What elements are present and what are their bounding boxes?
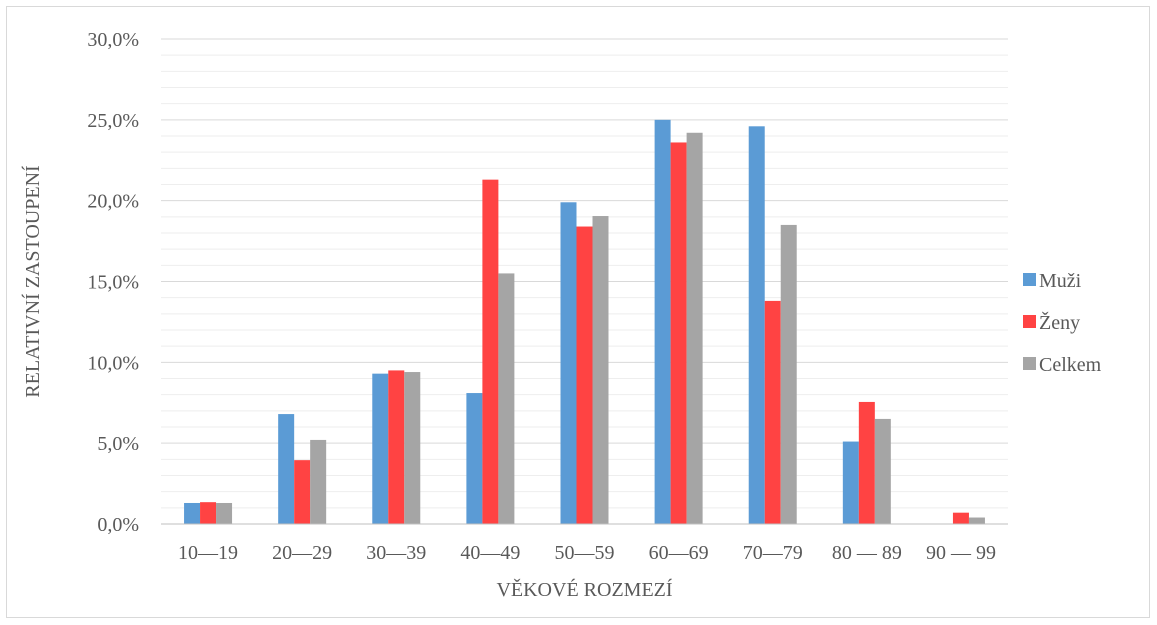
x-tick-label: 80 — 89 [832,542,902,564]
legend-label: Muži [1039,270,1082,292]
bar-Muži-70—79 [748,126,765,525]
x-tick-label: 50—59 [555,542,615,564]
bar-Celkem-70—79 [780,224,797,524]
bar-Ženy-20—29 [294,460,311,524]
bar-Celkem-50—59 [592,216,609,524]
bars [184,119,985,525]
legend-label: Celkem [1039,354,1102,376]
legend-swatch [1023,273,1036,286]
legend: Muži Ženy Celkem [1023,270,1102,376]
x-tick-label: 90 — 99 [926,542,996,564]
bar-Muži-60—69 [654,119,671,524]
x-tick-label: 70—79 [743,542,803,564]
x-tick-label: 30—39 [366,542,426,564]
legend-swatch [1023,357,1036,370]
legend-label: Ženy [1039,311,1080,334]
y-tick-label: 25,0% [87,110,139,132]
legend-swatch [1023,315,1036,328]
bar-Ženy-50—59 [576,226,593,525]
bar-Ženy-10—19 [200,502,217,524]
bar-Ženy-70—79 [764,300,781,524]
bar-Ženy-60—69 [670,142,687,524]
bar-Muži-50—59 [560,202,577,525]
bar-Celkem-90 — 99 [968,517,985,524]
x-tick-label: 40—49 [460,542,520,564]
bar-Celkem-30—39 [404,372,421,524]
bar-Ženy-40—49 [482,179,499,524]
y-tick-label: 30,0% [87,29,139,51]
y-axis-title: RELATIVNÍ ZASTOUPENÍ [21,165,44,398]
bar-Muži-30—39 [372,373,389,524]
y-tick-label: 5,0% [97,433,139,455]
y-tick-labels: 0,0% 5,0% 10,0% 15,0% 20,0% 25,0% 30,0% [87,29,139,536]
bar-Celkem-10—19 [216,502,233,524]
y-tick-label: 0,0% [97,514,139,536]
x-tick-label: 10—19 [178,542,238,564]
bar-Muži-10—19 [184,502,201,524]
bar-Ženy-80 — 89 [858,401,875,524]
x-axis-title: VĚKOVÉ ROZMEZÍ [496,578,672,601]
x-tick-labels: 10—19 20—29 30—39 40—49 50—59 60—69 70—79 80 — … [178,542,996,564]
bar-Ženy-90 — 99 [952,512,969,524]
y-tick-label: 15,0% [87,272,139,294]
bar-Celkem-20—29 [310,439,327,524]
y-tick-label: 10,0% [87,352,139,374]
bar-Celkem-60—69 [686,132,703,524]
bar-Celkem-40—49 [498,273,515,524]
y-tick-label: 20,0% [87,191,139,213]
x-tick-label: 60—69 [649,542,709,564]
bar-Muži-40—49 [466,393,483,524]
bar-Ženy-30—39 [388,370,405,524]
bar-Celkem-80 — 89 [874,418,891,524]
bar-Muži-20—29 [278,414,295,524]
x-tick-label: 20—29 [272,542,332,564]
bar-Muži-80 — 89 [842,441,859,524]
